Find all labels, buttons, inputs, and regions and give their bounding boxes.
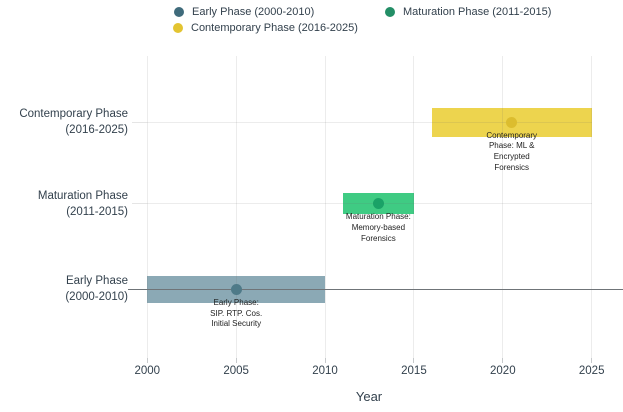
y-axis-label-line: Contemporary Phase [19, 108, 128, 120]
annotation-maturation-phase: Maturation Phase: Memory-based Forensics [346, 212, 411, 244]
y-axis-label-maturation-phase: Maturation Phase (2011-2015) [0, 188, 128, 220]
y-axis-label-contemporary-phase: Contemporary Phase (2016-2025) [0, 106, 128, 138]
gridline-horizontal [147, 121, 592, 123]
x-axis-title: Year [355, 389, 383, 404]
legend-item-maturation-phase[interactable]: Maturation Phase (2011-2015) [385, 6, 551, 18]
marker-maturation-phase[interactable] [372, 198, 384, 209]
gridline-vertical [502, 56, 504, 358]
y-axis-label-early-phase: Early Phase (2000-2010) [0, 273, 128, 305]
annotation-contemporary-phase: Contemporary Phase: ML & Encrypted Forensic… [486, 131, 537, 174]
x-axis-tick [502, 358, 504, 363]
legend-marker-maturation-icon [385, 7, 395, 17]
annotation-line: Forensics [361, 233, 396, 243]
gridline-vertical [591, 56, 593, 358]
y-axis-label-line: (2000-2010) [65, 291, 128, 304]
gridline-vertical [324, 56, 326, 358]
x-tick-label-2015: 2015 [401, 365, 427, 377]
annotation-line: SIP. RTP. Cos. [210, 308, 263, 318]
x-axis-tick [413, 358, 415, 363]
x-axis-tick [324, 358, 326, 363]
x-axis-tick [235, 358, 237, 363]
y-axis-tick [132, 203, 148, 204]
x-tick-label-2020: 2020 [490, 365, 516, 377]
gridline-horizontal [147, 203, 592, 204]
legend-marker-early-icon [174, 7, 184, 17]
x-tick-label-2000: 2000 [134, 365, 161, 377]
annotation-line: Early Phase: [213, 297, 259, 307]
annotation-line: Phase: ML & [488, 141, 535, 151]
gridline-vertical [235, 56, 237, 358]
marker-early-phase[interactable] [230, 283, 242, 295]
annotation-line: Initial Security [211, 319, 262, 329]
gridline-vertical [413, 56, 415, 358]
annotation-line: Forensics [494, 162, 530, 172]
legend-marker-contemporary-icon [173, 23, 183, 33]
legend-item-contemporary-phase[interactable]: Contemporary Phase (2016-2025) [173, 22, 358, 34]
annotation-early-phase: Early Phase: SIP. RTP. Cos. Initial Securi… [210, 298, 262, 330]
legend-item-early-phase[interactable]: Early Phase (2000-2010) [174, 6, 314, 18]
y-axis-label-line: Maturation Phase [37, 189, 128, 202]
annotation-line: Contemporary [486, 130, 538, 140]
legend-label-maturation: Maturation Phase (2011-2015) [403, 6, 552, 18]
gridline-vertical [146, 56, 148, 358]
marker-contemporary-phase[interactable] [506, 116, 518, 128]
baseline-axis-line [128, 288, 623, 291]
y-axis-label-line: (2016-2025) [65, 124, 128, 136]
annotation-line: Memory-based [351, 222, 406, 232]
x-axis-tick [146, 358, 148, 363]
y-axis-label-line: Early Phase [65, 275, 128, 288]
x-tick-label-2010: 2010 [312, 365, 338, 377]
annotation-line: Maturation Phase: [345, 212, 411, 221]
y-axis-label-line: (2011-2015) [66, 205, 128, 218]
x-tick-label-2025: 2025 [578, 365, 605, 377]
legend-label-contemporary: Contemporary Phase (2016-2025) [191, 22, 358, 34]
x-tick-label-2005: 2005 [223, 365, 249, 377]
legend-label-early: Early Phase (2000-2010) [192, 6, 315, 18]
y-axis-tick [132, 121, 148, 123]
annotation-line: Encrypted [493, 152, 530, 162]
x-axis-tick [591, 358, 593, 363]
